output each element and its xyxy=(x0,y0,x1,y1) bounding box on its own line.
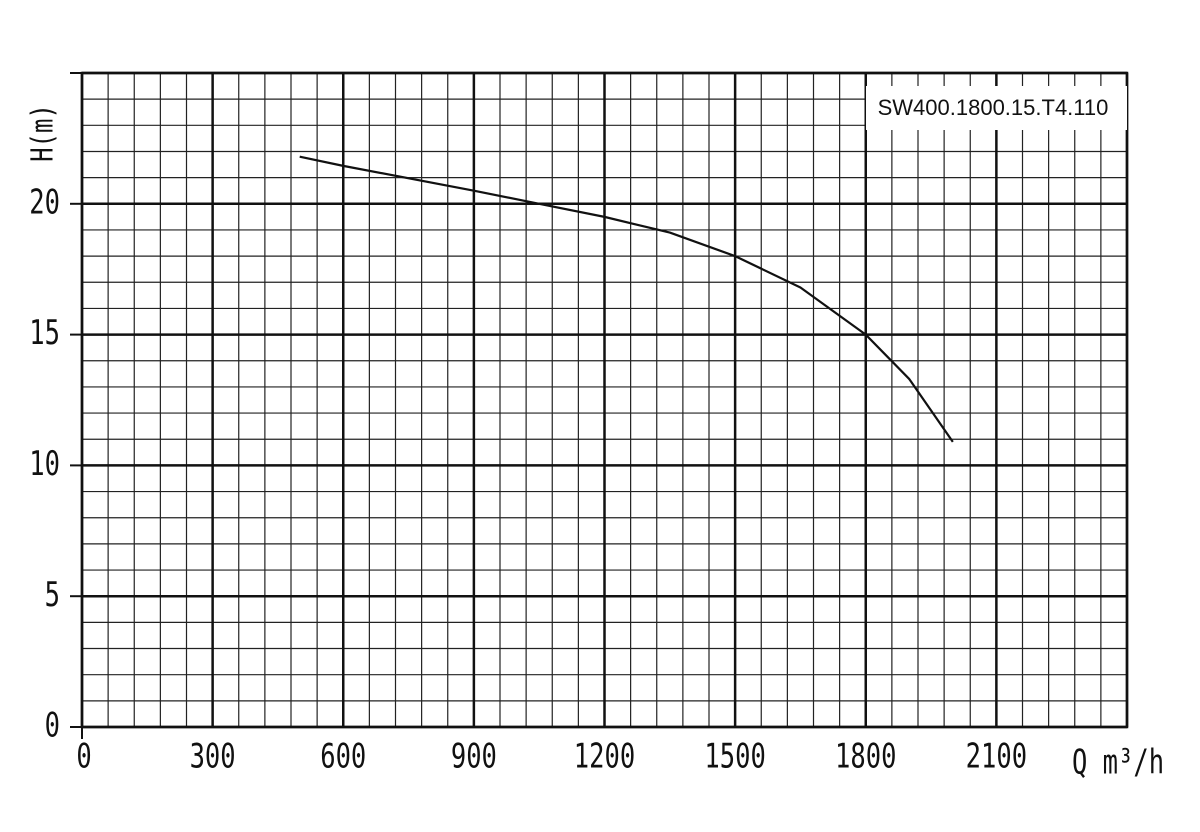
y-tick-label: 15 xyxy=(29,314,60,354)
annotation-box xyxy=(866,86,1127,130)
plot-border xyxy=(80,71,1129,729)
annotation: SW400.1800.15.T4.110 xyxy=(878,95,1109,120)
x-tick-label: 2100 xyxy=(966,737,1027,777)
x-tick-label: 300 xyxy=(190,737,236,777)
marks xyxy=(299,155,954,443)
x-tick-label: 0 xyxy=(76,737,91,777)
y-tick-label: 0 xyxy=(45,706,60,746)
y-tick-label: 20 xyxy=(29,183,60,223)
x-tick-label: 600 xyxy=(320,737,366,777)
x-axis-label: Q m³/h xyxy=(1072,743,1164,783)
x-tick-label: 900 xyxy=(451,737,497,777)
curve xyxy=(299,155,954,443)
y-tick-label: 5 xyxy=(45,575,60,615)
y-axis-label: H(m) xyxy=(26,104,60,162)
x-tick-label: 1200 xyxy=(574,737,635,777)
grid xyxy=(70,71,1129,739)
x-tick-label: 1800 xyxy=(835,737,896,777)
y-tick-label: 10 xyxy=(29,444,60,484)
x-tick-label: 1500 xyxy=(704,737,765,777)
